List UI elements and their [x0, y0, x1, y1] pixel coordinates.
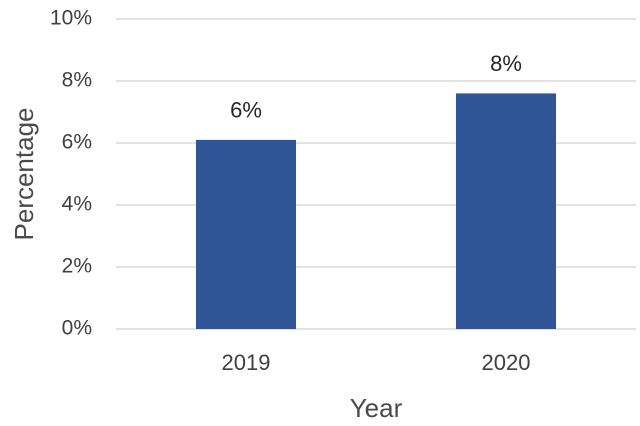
x-category-label: 2019	[222, 350, 271, 375]
y-axis-ticks: 0% 2% 4% 6% 8% 10%	[50, 7, 92, 340]
y-tick-label: 8%	[62, 69, 92, 92]
y-tick-label: 0%	[62, 317, 92, 340]
gridlines	[116, 18, 636, 330]
x-axis-categories: 2019 2020	[222, 350, 531, 375]
data-labels: 6% 8%	[230, 51, 522, 123]
bars	[196, 93, 556, 330]
y-tick-label: 2%	[62, 255, 92, 278]
bar	[196, 139, 296, 329]
y-tick-label: 10%	[50, 7, 92, 30]
data-label: 6%	[230, 98, 262, 123]
bar	[456, 93, 556, 330]
x-axis-title: Year	[350, 393, 403, 423]
y-tick-label: 6%	[62, 131, 92, 154]
x-category-label: 2020	[482, 350, 531, 375]
data-label: 8%	[490, 51, 522, 76]
y-axis-title: Percentage	[9, 108, 39, 241]
y-tick-label: 4%	[62, 193, 92, 216]
